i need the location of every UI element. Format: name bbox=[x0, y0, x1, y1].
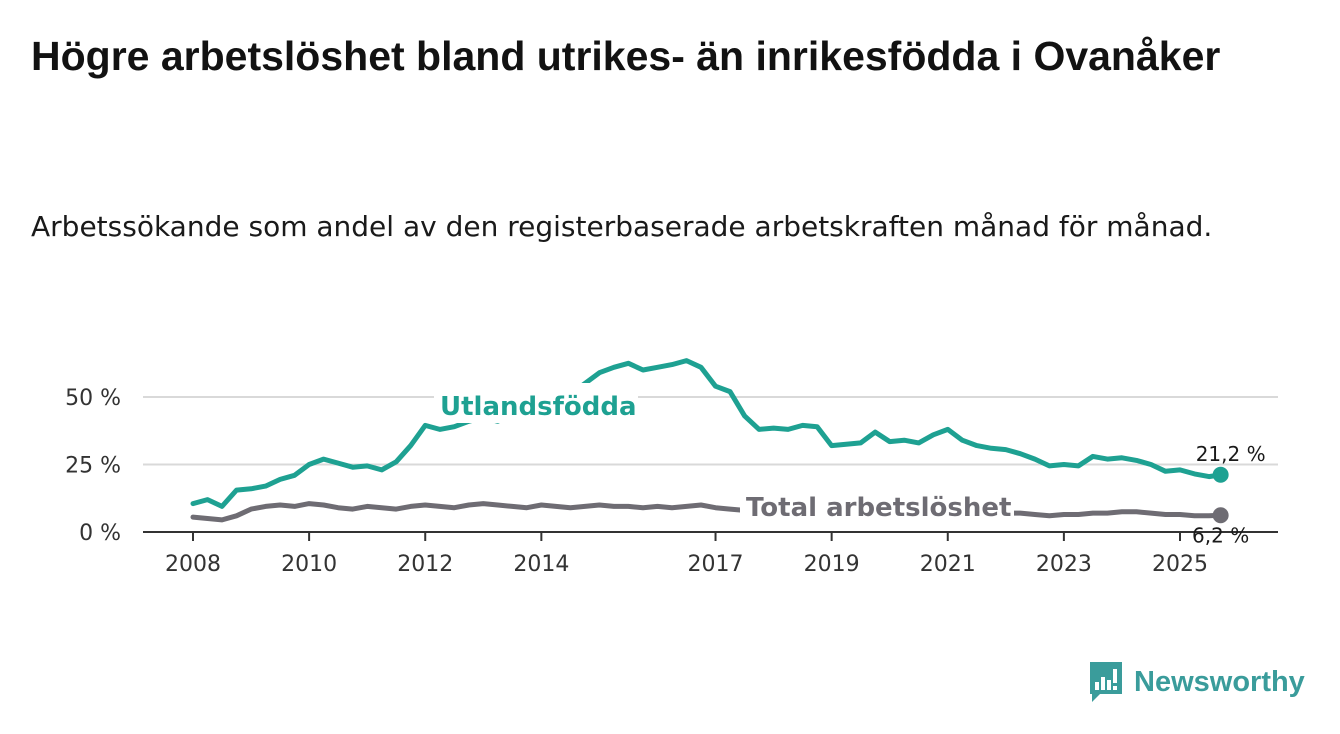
series-end-value: 6,2 % bbox=[1192, 523, 1249, 547]
series-name-label: Total arbetslöshet bbox=[746, 493, 1011, 523]
x-tick-label: 2021 bbox=[920, 552, 976, 577]
y-tick-label: 25 % bbox=[65, 454, 121, 479]
series-end-dot bbox=[1212, 507, 1229, 524]
x-tick-label: 2008 bbox=[165, 552, 221, 577]
brand-name: Newsworthy bbox=[1134, 665, 1305, 698]
x-tick-label: 2017 bbox=[688, 552, 744, 577]
series-name-label: Utlandsfödda bbox=[440, 392, 637, 422]
gridlines bbox=[143, 396, 1278, 466]
y-tick-label: 50 % bbox=[65, 386, 121, 411]
chart-subtitle: Arbetssökande som andel av den registerb… bbox=[31, 210, 1213, 243]
series-line-total bbox=[190, 501, 1224, 523]
series-end-dot bbox=[1212, 466, 1229, 483]
labels: 0 % 25 % 50 % 2008 2010 2012 2014 2017 2019 2021 2… bbox=[65, 383, 1266, 577]
series-lines bbox=[190, 358, 1224, 523]
x-tick-label: 2010 bbox=[281, 552, 337, 577]
x-tick-label: 2019 bbox=[804, 552, 860, 577]
x-tick-label: 2025 bbox=[1152, 552, 1208, 577]
x-tick-label: 2014 bbox=[513, 552, 569, 577]
axes bbox=[143, 531, 1278, 541]
chart-title: Högre arbetslöshet bland utrikes- än inr… bbox=[31, 33, 1221, 79]
series-line-utlandsfodda bbox=[190, 358, 1224, 509]
brand-logo: Newsworthy bbox=[1088, 660, 1305, 704]
newsworthy-icon bbox=[1090, 662, 1122, 702]
series-end-value: 21,2 % bbox=[1196, 442, 1266, 466]
series-name-backdrop bbox=[740, 488, 1014, 524]
y-tick-label: 0 % bbox=[79, 521, 121, 546]
series-name-backdrop bbox=[434, 383, 638, 423]
x-tick-label: 2023 bbox=[1036, 552, 1092, 577]
x-tick-label: 2012 bbox=[397, 552, 453, 577]
